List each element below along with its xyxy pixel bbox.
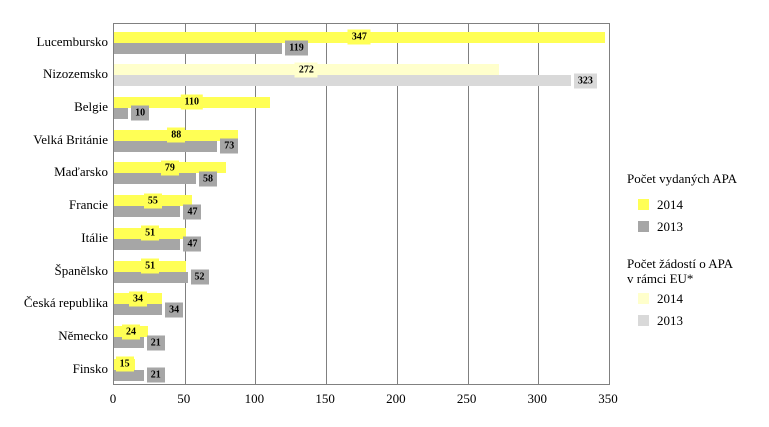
bar-value-2013: 119 xyxy=(285,40,308,56)
category-label: Maďarsko xyxy=(54,164,108,180)
legend-group1-title: Počet vydaných APA xyxy=(627,171,738,186)
bar-value-2014: 24 xyxy=(121,324,140,340)
bar-value-2014: 15 xyxy=(115,356,134,372)
bar-value-2013: 47 xyxy=(183,204,202,220)
legend-item: 2013 xyxy=(638,220,683,234)
x-tick-label: 150 xyxy=(315,391,335,406)
category-label: Velká Británie xyxy=(33,131,108,147)
bar-value-2014: 79 xyxy=(160,160,179,176)
legend-group2-title: Počet žádostí o APA v rámci EU* xyxy=(627,256,733,286)
bar-value-2013: 21 xyxy=(146,367,165,383)
legend-swatch xyxy=(638,221,649,232)
legend-item: 2014 xyxy=(638,198,683,212)
bar-value-2014: 347 xyxy=(347,29,371,45)
bar-value-2013: 323 xyxy=(573,73,597,89)
bar-2013 xyxy=(114,369,144,381)
category-label: Německo xyxy=(58,328,108,344)
bar-2013 xyxy=(114,75,571,87)
gridline xyxy=(538,24,540,384)
bar-2013 xyxy=(114,271,188,283)
bar-value-2014: 110 xyxy=(180,94,204,110)
plot-area: 347 119 272 323 110 10 88 73 79 58 55 47 51 47 51 52 34 3… xyxy=(113,23,610,385)
category-label: Finsko xyxy=(72,360,108,376)
legend-item-label: 2014 xyxy=(657,291,683,306)
category-label: Francie xyxy=(69,197,108,213)
x-tick-label: 0 xyxy=(109,391,117,406)
bar-value-2013: 47 xyxy=(183,236,202,252)
bar-2013 xyxy=(114,173,197,185)
x-tick-label: 100 xyxy=(244,391,265,406)
bar-value-2014: 34 xyxy=(129,291,148,307)
gridline xyxy=(396,24,398,384)
bar-2013 xyxy=(114,140,218,152)
x-tick-label: 300 xyxy=(527,391,548,406)
legend-group2-title-line1: Počet žádostí o APA xyxy=(627,256,734,271)
x-tick-label: 50 xyxy=(177,391,191,406)
bar-value-2013: 34 xyxy=(165,302,184,318)
bar-2013 xyxy=(114,337,144,349)
bar-value-2013: 58 xyxy=(199,171,218,187)
bar-2013 xyxy=(114,206,181,218)
legend-item-label: 2013 xyxy=(657,313,683,328)
bar-2013 xyxy=(114,42,283,54)
gridline xyxy=(326,24,328,384)
legend-swatch xyxy=(638,293,649,304)
bar-value-2013: 73 xyxy=(220,138,239,154)
legend-swatch xyxy=(638,199,649,210)
legend-item-label: 2014 xyxy=(657,197,683,212)
category-label: Lucembursko xyxy=(36,33,108,49)
legend-item: 2013 xyxy=(638,314,683,328)
bar-value-2014: 51 xyxy=(141,258,160,274)
bar-value-2014: 55 xyxy=(143,193,162,209)
legend-swatch xyxy=(638,315,649,326)
x-tick-label: 350 xyxy=(598,391,618,406)
gridline xyxy=(467,24,469,384)
legend-item-label: 2013 xyxy=(657,219,683,234)
bar-value-2013: 21 xyxy=(146,335,165,351)
legend-group2-title-line2: v rámci EU* xyxy=(627,271,694,286)
bar-value-2013: 52 xyxy=(190,269,209,285)
bar-2013 xyxy=(114,238,181,250)
x-tick-label: 200 xyxy=(386,391,406,406)
bar-value-2014: 88 xyxy=(167,127,186,143)
category-label: Belgie xyxy=(74,98,108,114)
category-label: Česká republika xyxy=(23,295,108,311)
bar-2013 xyxy=(114,304,163,316)
category-label: Nizozemsko xyxy=(43,66,108,82)
category-label: Španělsko xyxy=(54,262,108,278)
category-label: Itálie xyxy=(81,229,108,245)
bar-value-2013: 10 xyxy=(131,105,150,121)
legend-item: 2014 xyxy=(638,292,683,306)
bar-value-2014: 272 xyxy=(294,62,318,78)
gridline xyxy=(255,24,257,384)
bar-2013 xyxy=(114,107,129,119)
bar-value-2014: 51 xyxy=(141,225,160,241)
x-tick-label: 250 xyxy=(456,391,477,406)
